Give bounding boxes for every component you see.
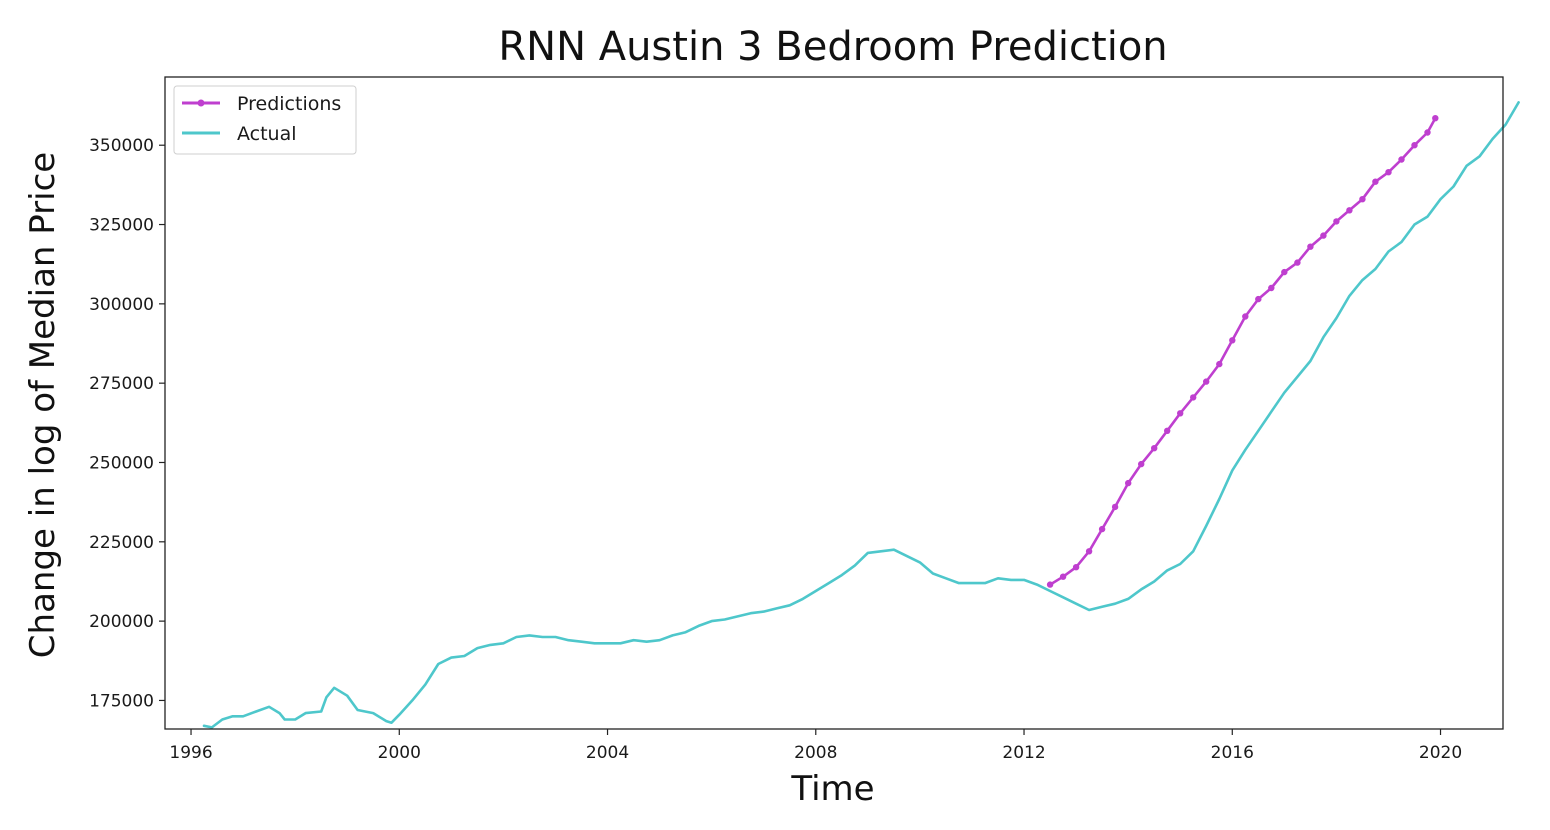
data-point-predictions bbox=[1255, 295, 1262, 303]
y-tick-label: 350000 bbox=[89, 136, 154, 156]
data-point-predictions bbox=[1216, 360, 1223, 368]
series-line-predictions bbox=[1048, 116, 1437, 586]
data-point-predictions bbox=[1111, 503, 1119, 511]
chart-title: RNN Austin 3 Bedroom Prediction bbox=[498, 24, 1167, 70]
data-point-predictions bbox=[1411, 142, 1418, 149]
data-point-predictions bbox=[1177, 410, 1184, 417]
data-point-predictions bbox=[1346, 207, 1353, 214]
data-point-predictions bbox=[1138, 460, 1145, 468]
data-point-predictions bbox=[1085, 548, 1093, 555]
data-point-predictions bbox=[1385, 169, 1392, 176]
data-point-predictions bbox=[1098, 525, 1106, 533]
x-axis: 1996 2000 2004 2008 2012 2016 2020 bbox=[169, 729, 1462, 763]
x-axis-title: Time bbox=[790, 769, 874, 809]
data-point-predictions bbox=[1268, 284, 1275, 292]
data-point-predictions bbox=[1151, 445, 1158, 452]
plot-frame bbox=[164, 76, 1504, 730]
data-point-predictions bbox=[1046, 581, 1054, 588]
y-axis: 175000 200000 225000 250000 275000 300000 3250… bbox=[89, 136, 165, 711]
x-tick-label: 2004 bbox=[586, 743, 629, 763]
x-tick-label: 2008 bbox=[794, 743, 837, 763]
x-tick-label: 2000 bbox=[378, 743, 421, 763]
data-point-predictions bbox=[1333, 218, 1340, 225]
data-point-predictions bbox=[1190, 394, 1197, 401]
x-tick-label: 2020 bbox=[1419, 743, 1462, 763]
data-point-predictions bbox=[1059, 573, 1067, 580]
y-tick-label: 200000 bbox=[89, 612, 154, 632]
y-tick-label: 250000 bbox=[89, 453, 154, 473]
data-point-predictions bbox=[1203, 378, 1210, 385]
data-point-predictions bbox=[1229, 337, 1236, 344]
data-point-predictions bbox=[1072, 564, 1080, 571]
legend-actual-label: Actual bbox=[237, 123, 297, 145]
x-tick-label: 2016 bbox=[1211, 743, 1254, 763]
legend-predictions-label: Predictions bbox=[237, 93, 341, 115]
data-point-predictions bbox=[1398, 156, 1405, 163]
legend-predictions-marker bbox=[197, 99, 205, 107]
data-point-predictions bbox=[1164, 427, 1171, 434]
y-tick-label: 225000 bbox=[89, 533, 154, 553]
x-tick-label: 1996 bbox=[169, 743, 212, 763]
series-line-actual bbox=[202, 101, 1520, 729]
data-point-predictions bbox=[1359, 196, 1366, 203]
data-point-predictions bbox=[1432, 115, 1439, 122]
y-tick-label: 175000 bbox=[89, 691, 154, 711]
data-point-predictions bbox=[1281, 268, 1288, 276]
legend: Predictions Actual bbox=[173, 85, 357, 155]
y-tick-label: 275000 bbox=[89, 374, 154, 394]
y-tick-label: 300000 bbox=[89, 295, 154, 315]
x-tick-label: 2012 bbox=[1002, 743, 1045, 763]
data-point-predictions bbox=[1307, 243, 1314, 250]
data-point-predictions bbox=[1424, 129, 1431, 136]
y-tick-label: 325000 bbox=[89, 216, 154, 236]
plot-area bbox=[202, 101, 1520, 729]
data-point-predictions bbox=[1294, 259, 1301, 266]
data-point-predictions bbox=[1242, 313, 1249, 320]
data-point-predictions bbox=[1125, 479, 1132, 487]
data-point-predictions bbox=[1372, 178, 1379, 185]
y-axis-title: Change in log of Median Price bbox=[23, 152, 63, 658]
data-point-predictions bbox=[1320, 232, 1327, 239]
